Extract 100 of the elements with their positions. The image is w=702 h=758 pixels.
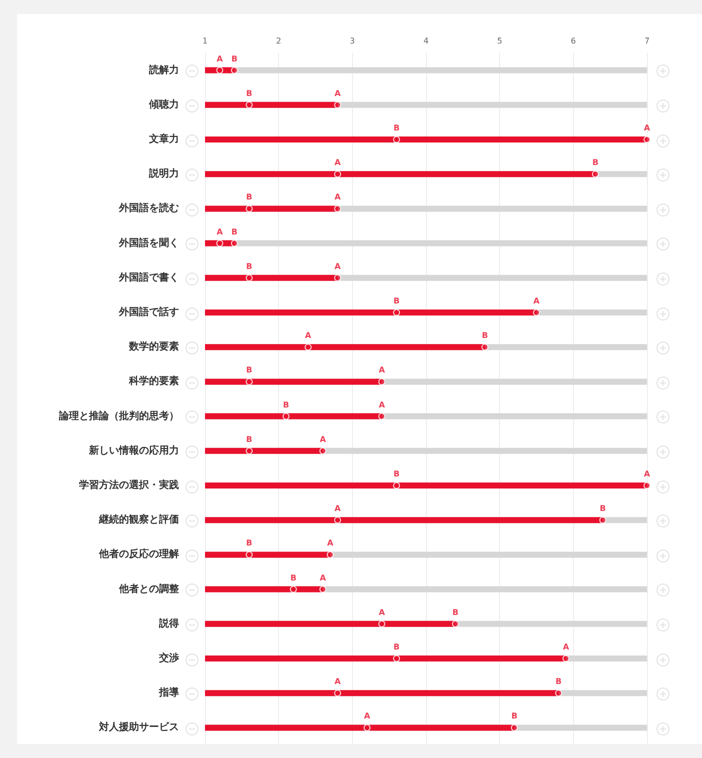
y-tick-label: 指導	[158, 686, 180, 699]
y-tick-label: 説明力	[148, 168, 179, 180]
text: A	[320, 434, 326, 444]
text: B	[231, 227, 238, 236]
point	[592, 170, 599, 178]
text: B	[282, 400, 290, 410]
point	[378, 412, 386, 420]
point	[290, 586, 297, 593]
text: B	[556, 677, 562, 686]
point	[282, 412, 290, 420]
text: A	[562, 642, 570, 652]
point	[319, 447, 326, 454]
text: B	[246, 366, 252, 375]
text: B	[246, 434, 252, 444]
series-label: A	[334, 504, 342, 514]
point	[246, 378, 253, 386]
x-tick-label: 2	[276, 36, 282, 46]
point	[334, 101, 342, 108]
x-tick-label: 5	[497, 36, 502, 46]
point	[230, 66, 238, 74]
y-tick-label: 説得	[158, 617, 179, 630]
point	[533, 309, 540, 316]
point	[246, 447, 253, 454]
text: A	[334, 677, 341, 686]
text: B	[290, 573, 296, 582]
point	[393, 136, 400, 143]
point	[216, 240, 224, 247]
y-tick-label: 学習方法の選択・実践	[79, 479, 179, 491]
point	[246, 274, 253, 282]
text: A	[305, 331, 312, 340]
text: A	[644, 124, 650, 132]
text: B	[246, 192, 252, 202]
point	[304, 344, 312, 351]
point	[334, 274, 342, 282]
text: B	[592, 158, 598, 168]
text: B	[393, 124, 400, 132]
y-tick-label: 外国語を読む	[118, 202, 179, 214]
point	[555, 690, 562, 697]
x-tick-label: 6	[570, 36, 576, 46]
x-tick-label: 7	[644, 36, 650, 46]
y-tick-label: 傾聴力	[148, 98, 179, 110]
text: B	[246, 262, 252, 271]
point	[510, 724, 518, 732]
text: A	[327, 538, 334, 548]
y-tick-label: 外国語で書く	[118, 271, 179, 284]
y-tick-label: 交渉	[158, 652, 179, 664]
text: B	[511, 712, 518, 721]
text: A	[334, 192, 341, 202]
point	[216, 66, 224, 74]
y-tick-label: 新しい情報の応用力	[88, 444, 179, 456]
y-tick-label: 文章力	[148, 133, 179, 145]
x-tick-label: 3	[350, 36, 355, 46]
text: B	[452, 608, 459, 617]
text: A	[320, 573, 326, 582]
x-tick-label: 1	[202, 36, 208, 46]
point	[393, 309, 400, 316]
point	[562, 655, 570, 662]
text: A	[334, 88, 341, 98]
text: B	[482, 331, 488, 340]
text: A	[334, 158, 341, 168]
point	[599, 516, 606, 524]
text: A	[378, 608, 385, 617]
point	[393, 482, 400, 489]
point	[230, 240, 238, 247]
series-label: B	[246, 538, 252, 548]
text: A	[378, 366, 385, 375]
y-tick-label: 外国語で話す	[118, 306, 179, 318]
point	[378, 620, 386, 628]
point	[246, 551, 253, 558]
text: B	[600, 504, 606, 514]
point	[326, 551, 334, 558]
y-tick-label: 外国語を聞く	[118, 236, 179, 249]
point	[364, 724, 371, 732]
point	[334, 170, 342, 178]
y-tick-label: 対人援助サービス	[98, 721, 179, 734]
x-tick-label: 4	[423, 36, 429, 46]
text: B	[246, 88, 252, 98]
text: A	[334, 262, 341, 271]
text: A	[216, 54, 223, 64]
y-tick-label: 読解力	[148, 64, 179, 76]
point	[334, 516, 342, 524]
point	[481, 344, 488, 351]
point	[246, 205, 253, 212]
text: A	[533, 296, 540, 306]
point	[334, 205, 342, 212]
text: B	[393, 642, 400, 652]
y-tick-label: 他者の反応の理解	[98, 548, 179, 560]
y-tick-label: 数学的要素	[128, 340, 179, 353]
point	[246, 101, 253, 108]
text: A	[644, 470, 650, 478]
y-tick-label: 継続的観察と評価	[98, 514, 179, 526]
text: A	[378, 400, 385, 410]
text: B	[393, 296, 400, 306]
point	[452, 620, 459, 628]
point	[378, 378, 386, 386]
y-tick-label: 科学的要素	[128, 375, 179, 388]
y-tick-label: 論理と推論（批判的思考）	[58, 410, 179, 422]
y-tick-label: 他者との調整	[118, 582, 180, 595]
text: A	[364, 712, 370, 721]
text: B	[231, 54, 238, 64]
